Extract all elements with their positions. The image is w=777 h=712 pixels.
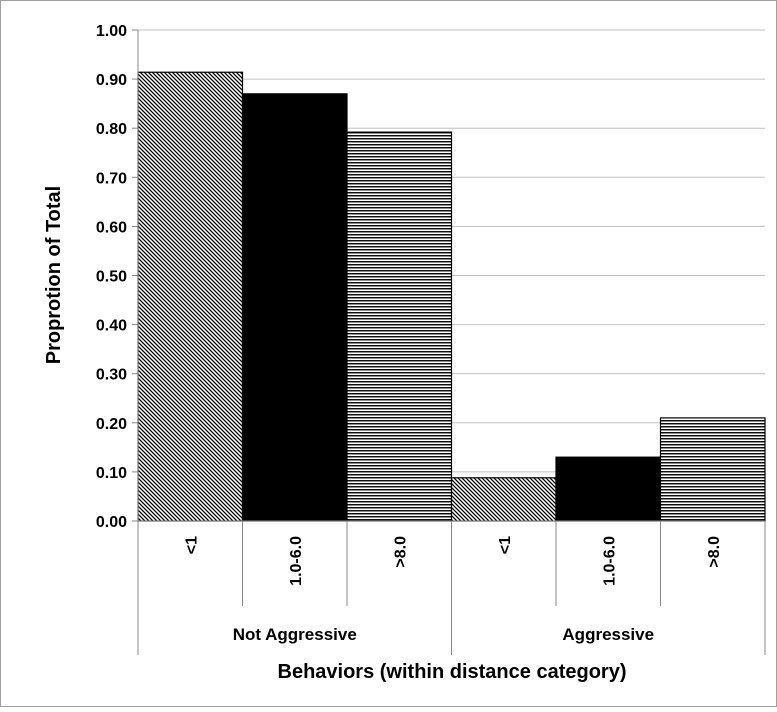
bar xyxy=(450,477,557,522)
bar xyxy=(555,456,662,522)
y-tick-labels: 0.00 0.10 0.20 0.30 0.40 0.50 0.60 0.70 0.80 0.90… xyxy=(96,23,127,531)
axes xyxy=(137,30,766,655)
y-tick-label: 0.70 xyxy=(96,170,127,187)
y-tick-label: 0.80 xyxy=(96,121,127,138)
y-tick-label: 0.30 xyxy=(96,367,127,384)
x-group-label: Not Aggressive xyxy=(233,625,357,644)
x-category-label: <1 xyxy=(183,536,200,554)
x-category-label: 1.0-6.0 xyxy=(601,536,618,586)
bar xyxy=(346,131,453,522)
bar xyxy=(241,93,348,522)
y-tick-label: 0.50 xyxy=(96,269,127,286)
x-group-label: Aggressive xyxy=(562,625,654,644)
y-tick-label: 0.10 xyxy=(96,465,127,482)
x-category-label: <1 xyxy=(497,536,514,554)
y-tick-label: 0.00 xyxy=(96,514,127,531)
y-tick-label: 0.20 xyxy=(96,416,127,433)
y-tick-label: 0.60 xyxy=(96,219,127,236)
bar xyxy=(137,71,244,522)
x-group-labels: Not Aggressive Aggressive xyxy=(233,625,654,644)
y-tick-label: 1.00 xyxy=(96,23,127,40)
x-category-label: >8.0 xyxy=(392,536,409,568)
x-axis-label: Behaviors (within distance category) xyxy=(278,661,627,683)
y-tick-label: 0.90 xyxy=(96,72,127,89)
x-category-labels: <1 1.0-6.0 >8.0 <1 1.0-6.0 >8.0 xyxy=(183,536,723,586)
x-category-label: 1.0-6.0 xyxy=(288,536,305,586)
x-category-label: >8.0 xyxy=(706,536,723,568)
y-tick-label: 0.40 xyxy=(96,318,127,335)
bar xyxy=(659,417,766,522)
y-axis-label: Proprotion of Total xyxy=(43,186,65,365)
bars xyxy=(137,71,766,522)
